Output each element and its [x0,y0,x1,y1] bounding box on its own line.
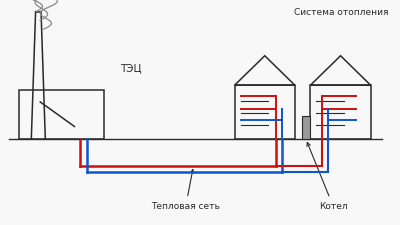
Text: ТЭЦ: ТЭЦ [120,63,142,73]
Text: Система отопления: Система отопления [294,8,389,17]
Bar [235,86,295,139]
Text: Тепловая сеть: Тепловая сеть [151,170,220,210]
Bar [19,90,104,139]
Text: Котел: Котел [307,143,347,210]
Bar [302,117,310,139]
Bar [310,86,371,139]
